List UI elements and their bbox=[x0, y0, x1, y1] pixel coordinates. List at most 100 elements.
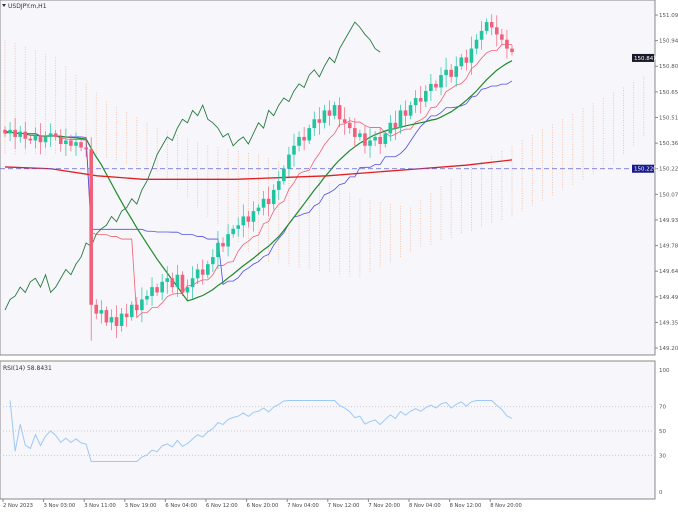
candle-body[interactable] bbox=[474, 39, 479, 49]
candle-body[interactable] bbox=[28, 138, 33, 141]
candle-body[interactable] bbox=[292, 145, 296, 155]
candle-body[interactable] bbox=[13, 129, 17, 137]
candle-body[interactable] bbox=[500, 34, 504, 40]
candle-body[interactable] bbox=[236, 225, 241, 229]
candle-body[interactable] bbox=[393, 122, 398, 129]
candle-body[interactable] bbox=[282, 168, 286, 182]
candle-body[interactable] bbox=[332, 105, 337, 116]
candle-body[interactable] bbox=[302, 136, 306, 141]
candle-body[interactable] bbox=[444, 69, 448, 76]
candle-body[interactable] bbox=[226, 234, 230, 247]
candle-body[interactable] bbox=[211, 257, 215, 265]
candle-body[interactable] bbox=[327, 110, 332, 116]
candle-body[interactable] bbox=[64, 140, 68, 144]
candle-body[interactable] bbox=[424, 90, 428, 102]
candle-body[interactable] bbox=[175, 274, 180, 288]
candle-body[interactable] bbox=[403, 110, 408, 116]
candle-body[interactable] bbox=[231, 228, 235, 235]
candle-body[interactable] bbox=[489, 22, 494, 28]
candle-body[interactable] bbox=[464, 57, 469, 63]
candle-body[interactable] bbox=[23, 131, 28, 139]
candle-body[interactable] bbox=[322, 110, 327, 123]
candle-body[interactable] bbox=[185, 287, 190, 293]
candle-body[interactable] bbox=[33, 135, 38, 141]
candle-body[interactable] bbox=[160, 281, 164, 293]
candle-body[interactable] bbox=[368, 140, 372, 146]
candle-body[interactable] bbox=[261, 198, 266, 208]
candle-body[interactable] bbox=[398, 110, 403, 129]
candle-body[interactable] bbox=[216, 242, 220, 258]
candle-body[interactable] bbox=[363, 133, 367, 146]
candle-body[interactable] bbox=[190, 278, 195, 288]
candle-body[interactable] bbox=[74, 142, 78, 146]
candle-body[interactable] bbox=[18, 131, 23, 137]
candle-body[interactable] bbox=[383, 133, 388, 144]
candle-body[interactable] bbox=[494, 27, 499, 35]
candle-body[interactable] bbox=[418, 98, 423, 102]
candle-body[interactable] bbox=[8, 129, 12, 134]
candle-body[interactable] bbox=[43, 136, 48, 143]
candle-body[interactable] bbox=[155, 287, 159, 293]
collapse-triangle-icon[interactable] bbox=[2, 4, 6, 7]
candle-body[interactable] bbox=[297, 136, 301, 146]
candle-body[interactable] bbox=[200, 269, 205, 275]
candle-body[interactable] bbox=[307, 128, 311, 141]
candle-body[interactable] bbox=[165, 278, 170, 282]
candle-body[interactable] bbox=[266, 198, 271, 205]
candle-body[interactable] bbox=[38, 135, 43, 143]
candle-body[interactable] bbox=[312, 119, 317, 129]
candle-body[interactable] bbox=[510, 48, 514, 53]
candle-body[interactable] bbox=[124, 313, 129, 318]
candle-body[interactable] bbox=[129, 304, 134, 318]
candle-body[interactable] bbox=[84, 147, 88, 150]
candle-body[interactable] bbox=[89, 149, 93, 305]
candle-body[interactable] bbox=[439, 75, 443, 88]
candle-body[interactable] bbox=[388, 122, 393, 134]
candle-body[interactable] bbox=[180, 274, 185, 293]
candle-body[interactable] bbox=[99, 310, 104, 314]
candle-body[interactable] bbox=[358, 133, 362, 137]
candle-body[interactable] bbox=[241, 216, 246, 226]
candle-body[interactable] bbox=[347, 122, 352, 129]
candle-body[interactable] bbox=[135, 304, 139, 311]
candle-body[interactable] bbox=[342, 119, 347, 123]
candle-body[interactable] bbox=[48, 133, 53, 137]
candle-body[interactable] bbox=[459, 57, 464, 67]
candle-body[interactable] bbox=[479, 30, 484, 40]
candle-body[interactable] bbox=[140, 299, 144, 311]
candle-body[interactable] bbox=[150, 287, 154, 296]
candle-body[interactable] bbox=[104, 310, 109, 323]
candle-body[interactable] bbox=[429, 83, 433, 91]
candle-body[interactable] bbox=[378, 136, 382, 144]
candle-body[interactable] bbox=[79, 142, 83, 148]
candle-body[interactable] bbox=[246, 216, 251, 222]
candle-body[interactable] bbox=[256, 207, 261, 212]
candle-body[interactable] bbox=[469, 48, 474, 63]
candle-body[interactable] bbox=[145, 295, 149, 300]
candle-body[interactable] bbox=[206, 264, 210, 275]
candle-body[interactable] bbox=[287, 154, 291, 169]
candle-body[interactable] bbox=[413, 98, 418, 106]
candle-body[interactable] bbox=[3, 129, 7, 134]
candle-body[interactable] bbox=[505, 39, 509, 49]
candle-body[interactable] bbox=[449, 69, 453, 77]
candle-body[interactable] bbox=[353, 128, 357, 137]
candle-body[interactable] bbox=[170, 278, 175, 288]
candle-body[interactable] bbox=[109, 317, 114, 323]
candle-body[interactable] bbox=[276, 181, 281, 190]
candle-body[interactable] bbox=[251, 211, 256, 222]
candle-body[interactable] bbox=[454, 66, 459, 77]
candle-body[interactable] bbox=[373, 136, 377, 141]
candle-body[interactable] bbox=[484, 22, 489, 31]
candle-body[interactable] bbox=[94, 304, 99, 314]
candle-body[interactable] bbox=[114, 317, 119, 326]
candle-body[interactable] bbox=[195, 269, 200, 279]
candle-body[interactable] bbox=[337, 105, 342, 120]
candle-body[interactable] bbox=[434, 83, 438, 88]
candle-body[interactable] bbox=[119, 313, 124, 326]
candle-body[interactable] bbox=[58, 136, 63, 144]
candle-body[interactable] bbox=[271, 189, 276, 205]
candle-body[interactable] bbox=[408, 105, 413, 116]
candle-body[interactable] bbox=[69, 140, 73, 146]
